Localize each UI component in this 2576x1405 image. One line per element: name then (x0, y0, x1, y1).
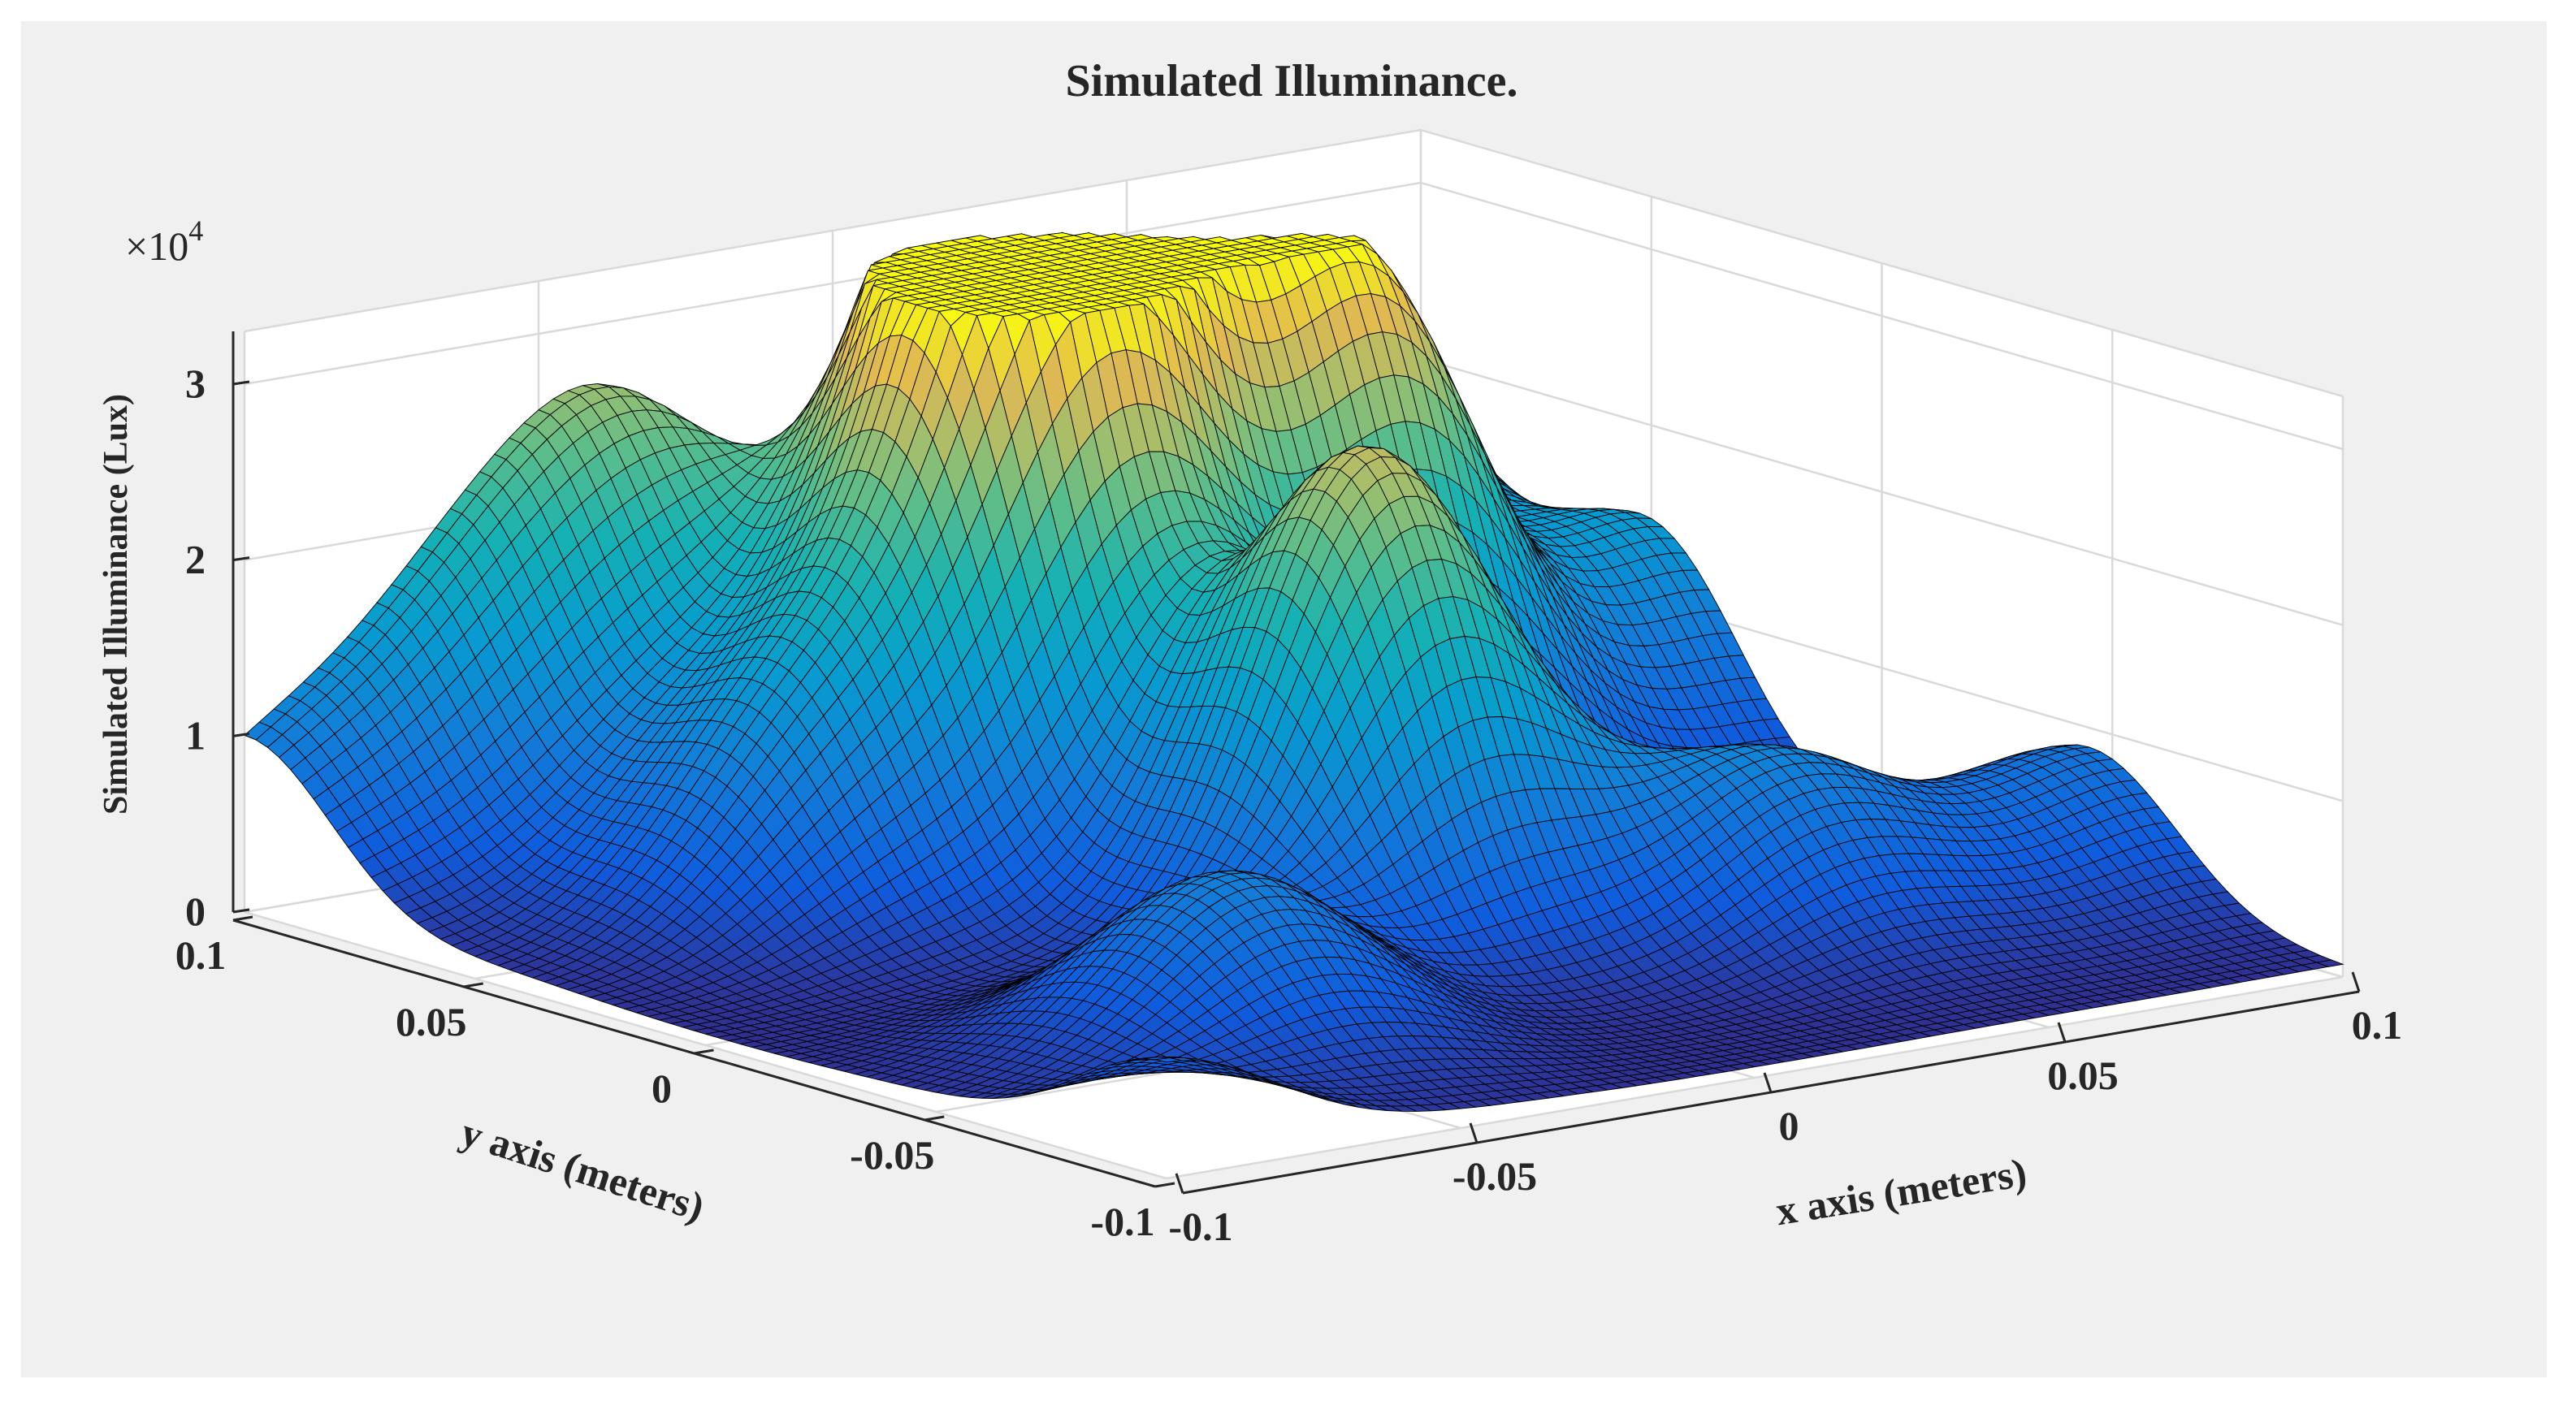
figure-window: -0.1 -0.05 0 0.05 0.1 -0.1 -0.05 0 0.05 0.1 0 1 2 3 S… (21, 21, 2547, 1377)
grid-line (244, 181, 2344, 451)
surface-mesh (244, 231, 2344, 1112)
grid-line (1166, 975, 2344, 1180)
box-top-edge (244, 128, 2344, 398)
